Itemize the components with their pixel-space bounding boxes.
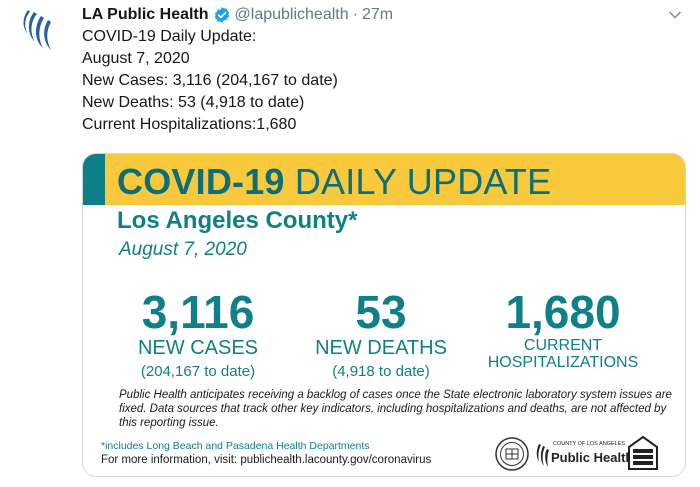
- stat-value: 1,680: [505, 286, 621, 338]
- stay-safe-logo-icon: [628, 435, 658, 470]
- logo-small-text: COUNTY OF LOS ANGELES: [553, 441, 626, 447]
- stat-label: NEW CASES: [137, 337, 259, 359]
- more-info: For more information, visit: publichealt…: [101, 454, 432, 466]
- stat-hospitalizations: 1,680 CURRENT HOSPITALIZATIONS: [477, 287, 649, 371]
- timestamp[interactable]: 27m: [361, 6, 394, 23]
- tweet-line: Current Hospitalizations:1,680: [82, 116, 297, 133]
- banner-title-rest: DAILY UPDATE: [294, 161, 552, 202]
- stat-new-deaths: 53 NEW DEATHS (4,918 to date): [301, 287, 461, 381]
- stat-label: CURRENT: [523, 337, 603, 354]
- card-date: August 7, 2020: [119, 239, 247, 260]
- chevron-down-icon[interactable]: [668, 8, 682, 22]
- title-banner: COVID-19 DAILY UPDATE: [83, 154, 685, 205]
- separator-dot: ·: [352, 6, 358, 23]
- stat-label: NEW DEATHS: [315, 337, 447, 359]
- tweet-line: New Cases: 3,116 (204,167 to date): [82, 72, 338, 89]
- tweet-line: New Deaths: 53 (4,918 to date): [82, 94, 305, 111]
- tweet-line: COVID-19 Daily Update:: [82, 28, 257, 45]
- banner-title: COVID-19 DAILY UPDATE: [117, 161, 551, 203]
- public-health-logo-icon: COUNTY OF LOS ANGELES Public Health: [535, 441, 633, 469]
- stat-new-cases: 3,116 NEW CASES (204,167 to date): [123, 287, 273, 381]
- stat-sub: (4,918 to date): [332, 363, 430, 380]
- lapublichealth-avatar-icon: [23, 10, 51, 50]
- handle[interactable]: @lapublichealth: [234, 6, 349, 23]
- tweet-text: COVID-19 Daily Update: August 7, 2020 Ne…: [82, 26, 686, 136]
- county-name: Los Angeles County*: [117, 207, 358, 234]
- tweet[interactable]: LA Public Health @lapublichealth · 27m C…: [82, 4, 686, 136]
- logo-main-text: Public Health: [551, 450, 634, 465]
- stat-value: 3,116: [141, 286, 255, 338]
- verified-badge-icon: [214, 7, 229, 23]
- stat-sub: (204,167 to date): [140, 363, 256, 380]
- tweet-header: LA Public Health @lapublichealth · 27m: [82, 4, 686, 26]
- footnote: *includes Long Beach and Pasadena Health…: [101, 440, 370, 452]
- stat-value: 53: [355, 286, 407, 338]
- backlog-note: Public Health anticipates receiving a ba…: [119, 389, 672, 429]
- banner-title-bold: COVID-19: [117, 161, 285, 202]
- avatar[interactable]: [14, 4, 66, 56]
- stat-label: HOSPITALIZATIONS: [487, 354, 639, 371]
- tweet-line: August 7, 2020: [82, 50, 190, 67]
- county-seal-icon: [495, 437, 529, 471]
- banner-accent: [83, 154, 105, 205]
- display-name[interactable]: LA Public Health: [82, 6, 209, 23]
- public-health-logo-mark: [536, 444, 549, 467]
- attached-image-card[interactable]: COVID-19 DAILY UPDATE Los Angeles County…: [82, 153, 686, 477]
